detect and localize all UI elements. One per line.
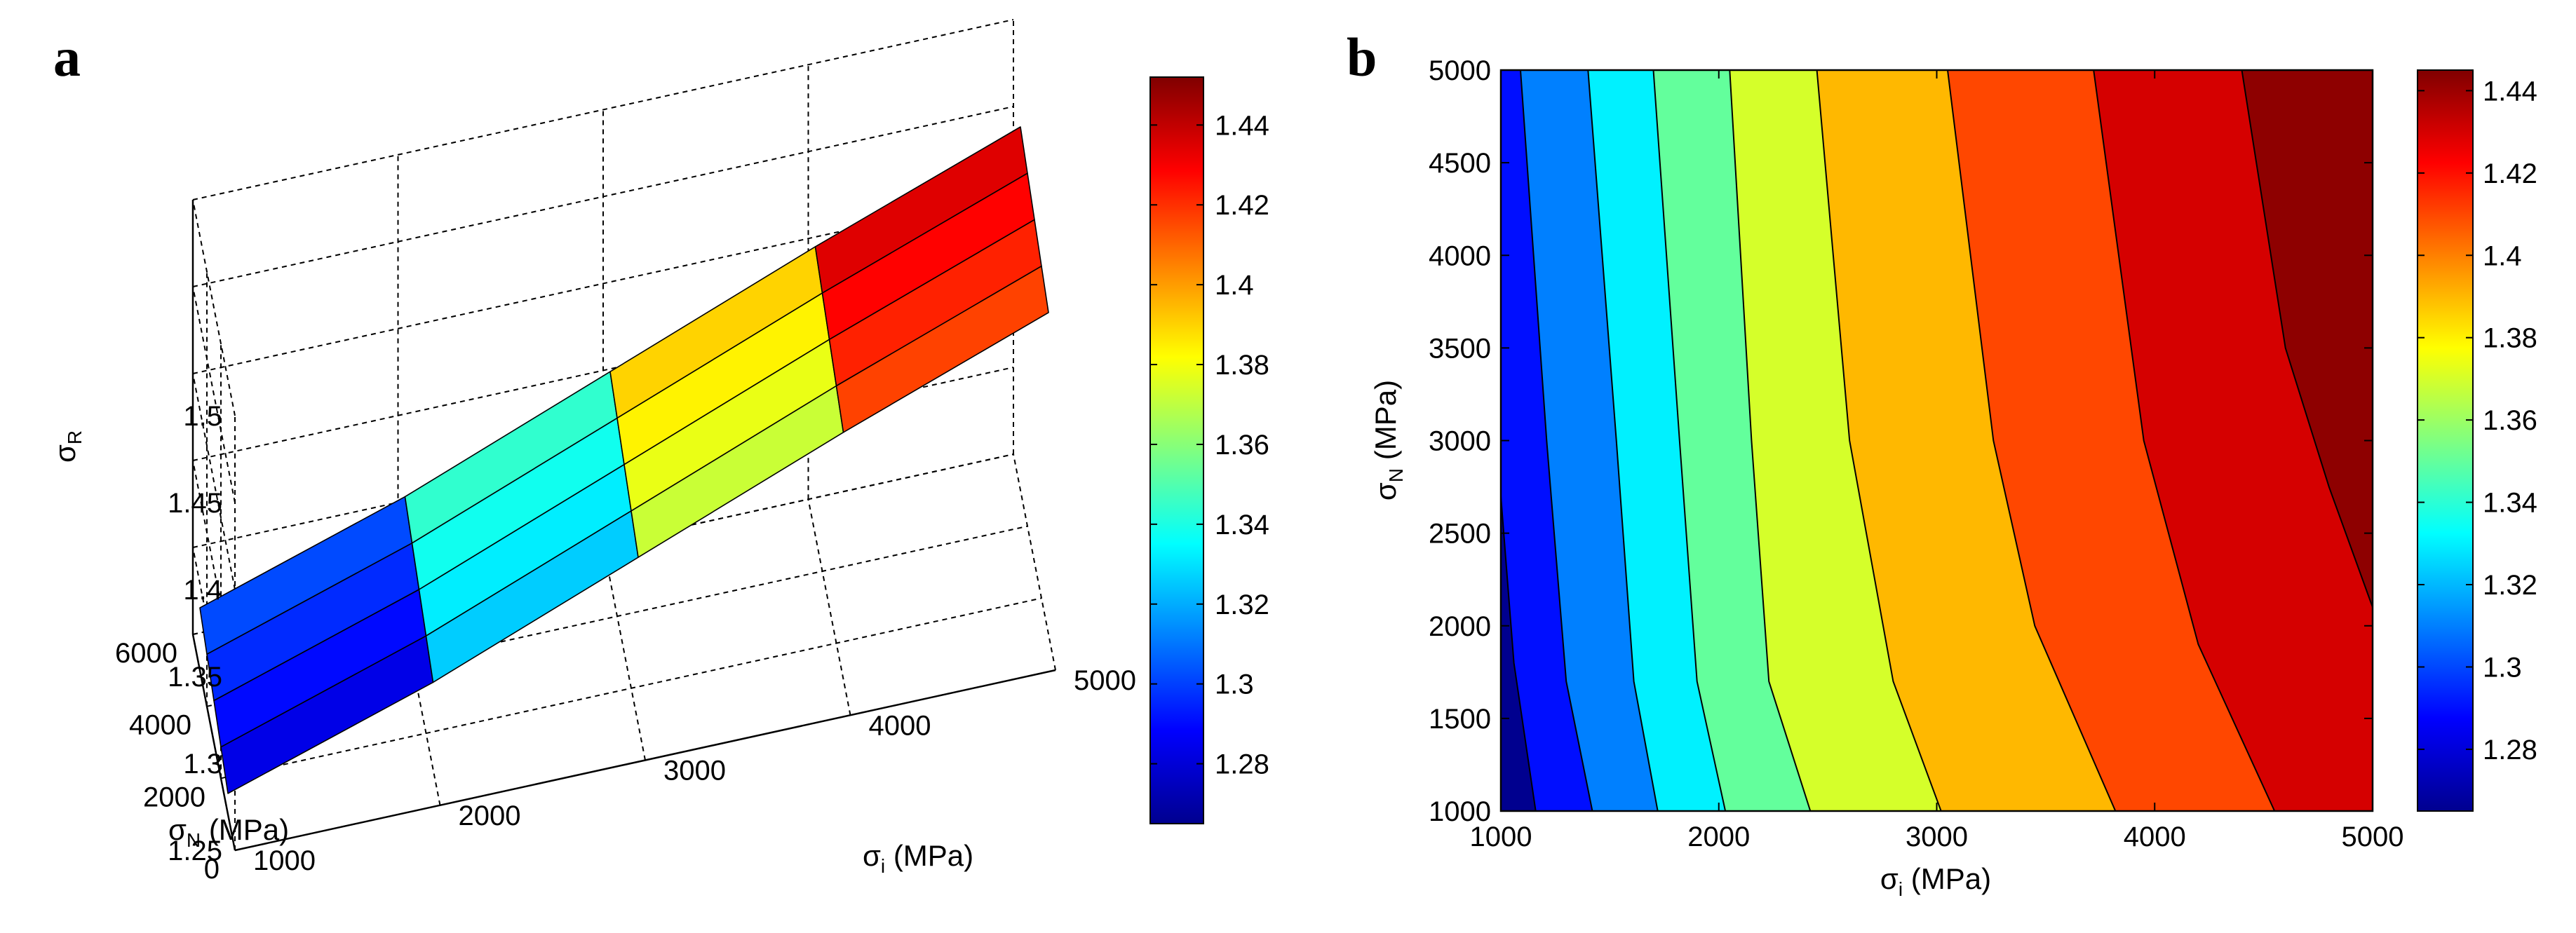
colorbar-tick-label: 1.3: [2483, 652, 2522, 683]
panel-b-letter: b: [1347, 27, 1377, 88]
y-tick-label: 1500: [1429, 704, 1491, 735]
x-tick-label: 1000: [1470, 822, 1532, 852]
floor-grid-line-x: [192, 634, 236, 851]
panel-a-surface: [199, 126, 1049, 794]
contour-line: [1501, 496, 1537, 811]
contour-line: [1520, 70, 1593, 811]
colorbar-tick-label: 1.3: [1215, 669, 1254, 700]
contour-line: [1816, 70, 1942, 811]
y-tick-label: 6000: [115, 638, 177, 669]
surface-patch: [835, 265, 1049, 433]
colorbar-tick-label: 1.42: [2483, 158, 2537, 189]
x-tick-label: 1000: [253, 845, 316, 876]
contour-line: [2093, 70, 2276, 811]
colorbar-tick-label: 1.36: [2483, 405, 2537, 436]
y-tick-label: 0: [204, 854, 220, 885]
x-tick-label: 3000: [1906, 822, 1968, 852]
contour-line: [2241, 70, 2373, 608]
back-wall-grid-line-z2: [192, 19, 1014, 200]
x-tick-label: 2000: [1687, 822, 1750, 852]
panel-a-x-axis-label: σi (MPa): [863, 839, 973, 877]
panel-a-colorbar-ticks: 1.28 1.3 1.32 1.34 1.36 1.38 1.4 1.42 1.44: [1150, 110, 1269, 780]
contour-line: [1729, 70, 1812, 811]
y-tick-label: 2500: [1429, 519, 1491, 550]
back-wall-grid-line-z2: [192, 193, 1014, 374]
z-tick-label: 1.4: [183, 575, 222, 606]
floor-grid-line-x: [602, 544, 646, 761]
colorbar-tick-label: 1.4: [1215, 270, 1254, 301]
x-tick-label: 4000: [2124, 822, 2186, 852]
panel-a-y-axis-label: σN (MPa): [168, 813, 289, 851]
colorbar-tick-label: 1.32: [1215, 590, 1269, 620]
x-tick-label: 5000: [2342, 822, 2404, 852]
y-tick-label: 4000: [129, 710, 191, 741]
colorbar-tick-label: 1.4: [2483, 240, 2522, 271]
y-tick-label: 3000: [1429, 426, 1491, 457]
panel-a-tick-labels: 1.25 1.3 1.35 1.4 1.45 1.5 0 2000 4000 6000 1000 20…: [115, 401, 1136, 885]
contour-line: [1652, 70, 1727, 811]
y-tick-label: 2000: [143, 782, 205, 812]
x-tick-label: 2000: [459, 801, 521, 831]
panel-b-colorbar: 1.28 1.3 1.32 1.34 1.36 1.38 1.4 1.42 1.44: [2417, 69, 2537, 812]
floor-grid-line-y: [220, 597, 1042, 779]
panel-b-contour-plot: b 1000 2000 3000 4000 5000 1000 1500 2000 2500 30…: [1347, 27, 2537, 900]
panel-b-colorbar-ticks: 1.28 1.3 1.32 1.34 1.36 1.38 1.4 1.42 1.44: [2417, 76, 2537, 765]
panel-a-z-axis-label: σR: [48, 430, 86, 463]
colorbar-tick-label: 1.44: [2483, 76, 2537, 107]
panel-b-contour-fills: [1501, 70, 2373, 811]
y-tick-label: 5000: [1429, 55, 1491, 86]
z-tick-label: 1.3: [183, 749, 222, 779]
contour-line: [1947, 70, 2117, 811]
panel-b-plot-area: [1501, 70, 2373, 811]
back-wall-grid-line-z: [192, 286, 236, 503]
y-tick-label: 4500: [1429, 148, 1491, 179]
panel-a-letter: a: [53, 27, 81, 88]
panel-b-colorbar-gradient: [2417, 69, 2474, 812]
colorbar-tick-label: 1.28: [1215, 749, 1269, 780]
floor-grid-line-x: [1013, 454, 1056, 671]
contour-line: [1587, 70, 1659, 811]
panel-a-surface-plot: a 1.25 1.3 1.35 1.4 1.45 1.5 0 2000 4000 6000 1000…: [48, 19, 1269, 885]
colorbar-tick-label: 1.38: [1215, 350, 1269, 381]
colorbar-tick-label: 1.42: [1215, 190, 1269, 221]
panel-b-x-axis-label: σi (MPa): [1880, 862, 1991, 900]
x-tick-label: 3000: [663, 756, 726, 786]
back-wall-grid-line-z: [192, 373, 236, 590]
contour-band: [2241, 70, 2373, 811]
colorbar-tick-label: 1.34: [1215, 510, 1269, 540]
y-tick-label: 1000: [1429, 796, 1491, 827]
back-wall-grid-line-z: [192, 199, 236, 416]
colorbar-tick-label: 1.28: [2483, 735, 2537, 765]
floor-grid-line-y: [234, 669, 1056, 851]
colorbar-tick-label: 1.32: [2483, 570, 2537, 601]
z-tick-label: 1.35: [168, 662, 222, 693]
z-tick-label: 1.25: [168, 836, 222, 866]
floor-grid-line-x: [807, 499, 851, 716]
back-wall-grid-line-z2: [192, 106, 1014, 287]
colorbar-tick-label: 1.38: [2483, 323, 2537, 354]
colorbar-tick-label: 1.44: [1215, 110, 1269, 141]
z-tick-label: 1.45: [168, 488, 222, 519]
y-tick-label: 4000: [1429, 240, 1491, 271]
x-tick-label: 5000: [1074, 665, 1136, 696]
panel-b-y-axis-label: σN (MPa): [1369, 380, 1407, 500]
colorbar-tick-label: 1.34: [2483, 488, 2537, 519]
panel-b-tick-labels: 1000 2000 3000 4000 5000 1000 1500 2000 2500 3000…: [1429, 55, 2403, 852]
panel-a-colorbar-gradient: [1149, 76, 1204, 824]
x-tick-label: 4000: [869, 710, 931, 741]
back-wall-grid-line-z2: [192, 280, 1014, 461]
panel-a-colorbar: 1.28 1.3 1.32 1.34 1.36 1.38 1.4 1.42 1.44: [1149, 76, 1269, 824]
panel-b-contour-lines: [1501, 70, 2373, 811]
y-tick-label: 3500: [1429, 333, 1491, 364]
colorbar-tick-label: 1.36: [1215, 430, 1269, 461]
y-tick-label: 2000: [1429, 611, 1491, 642]
z-tick-label: 1.5: [183, 401, 222, 432]
